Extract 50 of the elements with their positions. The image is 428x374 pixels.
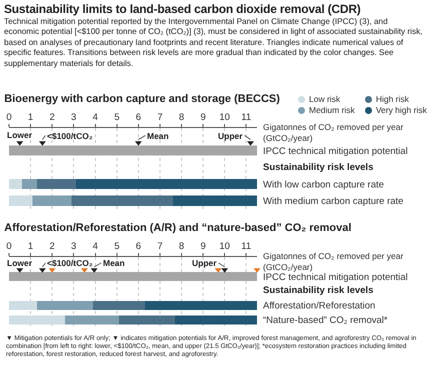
x-tick-label: 6 bbox=[136, 241, 142, 252]
x-tick-label: 7 bbox=[157, 112, 163, 124]
x-tick-label: 5 bbox=[114, 112, 120, 124]
text: Sustainability risk levels bbox=[263, 162, 374, 173]
annotation: Mean bbox=[147, 131, 169, 141]
text: Sustainability risk levels bbox=[263, 285, 374, 296]
x-axis-title: Gigatonnes of CO₂ removed per year (GtCO₂/year) bbox=[263, 122, 404, 144]
text: Sustainability limits to land-based carbon dioxide removal (CDR) bbox=[4, 2, 362, 16]
legend-label: High risk bbox=[376, 94, 409, 104]
x-tick-label: 3 bbox=[71, 241, 76, 252]
text: Technical mitigation potential reported by the Intergovernmental Panel on Climate Change (IPCC) (3), and economic potential [<$100 per tonne of CO₂ (tCO₂)] (3), must be considered in light of associated sustainability risk, based on analyses of precautionary land footprints and recent literature. Triangles indicate numerical values of specific features. Transitions between risk levels are more gradual than indicated by the color changes. See supplementary materials for details. bbox=[4, 17, 424, 70]
annotation: Upper bbox=[192, 258, 218, 268]
x-tick-label: 2 bbox=[49, 112, 55, 124]
x-tick-label: 5 bbox=[114, 241, 120, 252]
annotation: <$100/tCO₂ bbox=[47, 258, 93, 268]
x-tick-label: 4 bbox=[92, 241, 98, 252]
x-tick-label: 10 bbox=[219, 241, 230, 252]
x-tick-label: 0 bbox=[6, 112, 12, 124]
x-tick-label: 1 bbox=[28, 112, 34, 124]
y-tick-label: “Nature-based” CO₂ removal* bbox=[263, 315, 388, 326]
y-tick-label: With medium carbon capture rate bbox=[263, 196, 404, 207]
x-tick-label: 1 bbox=[28, 241, 34, 252]
y-tick-label: IPCC technical mitigation potential bbox=[263, 146, 408, 157]
x-tick-label: 8 bbox=[178, 241, 184, 252]
x-tick-label: 3 bbox=[71, 112, 76, 124]
annotation: <$100/tCO₂ bbox=[47, 131, 93, 141]
y-tick-label: With low carbon capture rate bbox=[263, 179, 384, 190]
chart-title: Afforestation/Reforestation (A/R) and “nature-based” CO₂ removal bbox=[4, 222, 352, 234]
y-tick-label: Afforestation/Reforestation bbox=[263, 300, 376, 312]
x-tick-label: 8 bbox=[178, 112, 184, 124]
x-tick-label: 6 bbox=[136, 112, 142, 124]
x-axis-title: Gigatonnes of CO₂ removed per year (GtCO₂/year) bbox=[263, 251, 404, 272]
x-tick-label: 0 bbox=[6, 241, 12, 252]
x-tick-label: 2 bbox=[49, 241, 55, 252]
x-tick-label: 11 bbox=[241, 112, 252, 124]
annotation: Lower bbox=[7, 258, 33, 268]
x-tick-label: 7 bbox=[157, 241, 163, 252]
annotation: Upper bbox=[218, 131, 244, 141]
legend-label: Very high risk bbox=[376, 105, 427, 115]
annotation: Mean bbox=[103, 258, 125, 268]
legend-label: Low risk bbox=[309, 94, 340, 104]
y-tick-label: IPCC technical mitigation potential bbox=[263, 272, 408, 283]
legend-label: Medium risk bbox=[309, 105, 355, 115]
x-tick-label: 11 bbox=[241, 241, 252, 252]
x-tick-label: 4 bbox=[92, 112, 98, 124]
chart-title: Bioenergy with carbon capture and storage (BECCS) bbox=[4, 92, 280, 105]
x-tick-label: 9 bbox=[200, 112, 206, 124]
annotation: Lower bbox=[7, 130, 33, 140]
x-tick-label: 10 bbox=[219, 112, 230, 124]
x-tick-label: 9 bbox=[200, 241, 206, 252]
